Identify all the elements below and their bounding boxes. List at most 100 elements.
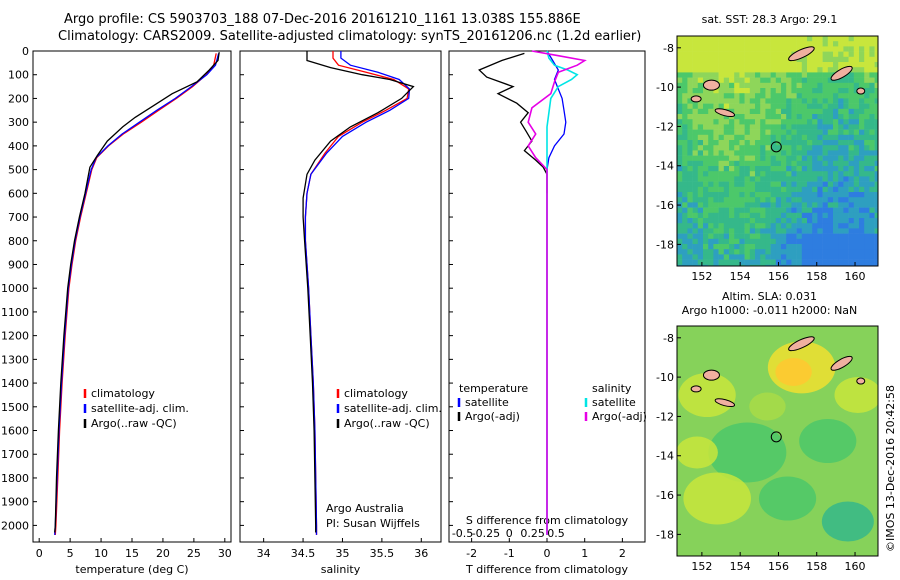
sst-cell bbox=[796, 93, 803, 99]
sst-cell bbox=[874, 124, 878, 130]
sst-cell bbox=[734, 36, 740, 42]
sst-cell bbox=[749, 202, 756, 208]
sst-cell bbox=[713, 233, 719, 240]
sst-cell bbox=[817, 82, 823, 89]
sst-cell bbox=[791, 181, 797, 188]
sst-cell bbox=[812, 46, 818, 52]
sst-cell bbox=[833, 134, 839, 141]
sst-cell bbox=[718, 212, 725, 219]
salinity-series-satelliteadjclim bbox=[304, 51, 411, 535]
sst-cell bbox=[692, 176, 699, 182]
sst-cell bbox=[807, 207, 813, 214]
sst-cell bbox=[760, 77, 766, 84]
sst-cell bbox=[708, 212, 714, 219]
sst-cell bbox=[744, 62, 751, 68]
sst-cell bbox=[853, 46, 860, 52]
sla_map-ytick-label: -14 bbox=[656, 450, 674, 463]
sst-cell bbox=[682, 51, 688, 58]
sst-cell bbox=[760, 192, 766, 198]
sst-cell bbox=[848, 228, 855, 234]
sst-cell bbox=[697, 82, 704, 89]
map-island bbox=[702, 79, 720, 91]
sst-cell bbox=[848, 114, 855, 120]
sst-cell bbox=[718, 238, 725, 245]
sst-cell bbox=[692, 223, 699, 229]
sst-cell bbox=[812, 56, 818, 63]
sst-cell bbox=[703, 218, 709, 224]
sst-cell bbox=[729, 207, 735, 214]
sst-cell bbox=[848, 171, 855, 177]
sst-cell bbox=[827, 212, 834, 219]
sst-cell bbox=[703, 244, 709, 250]
sst-cell bbox=[853, 197, 860, 203]
sst-cell bbox=[708, 93, 714, 99]
sst-cell bbox=[692, 140, 699, 146]
sst-cell bbox=[718, 119, 725, 125]
sst-cell bbox=[682, 140, 688, 146]
sst-cell bbox=[744, 244, 751, 250]
sst-cell bbox=[739, 171, 745, 177]
sst-cell bbox=[755, 98, 761, 104]
sst-cell bbox=[770, 171, 777, 177]
sst-cell bbox=[874, 108, 878, 115]
sst-cell bbox=[781, 145, 787, 151]
salinity-annotation: Argo Australia bbox=[326, 502, 404, 515]
sst-cell bbox=[864, 186, 870, 193]
sst-cell bbox=[848, 197, 855, 203]
sst-cell bbox=[687, 160, 693, 167]
sst-cell bbox=[765, 233, 771, 240]
sst-cell bbox=[807, 212, 813, 219]
sst-cell bbox=[744, 238, 751, 245]
sst-cell bbox=[817, 51, 823, 58]
sla_map-xtick-label: 156 bbox=[768, 560, 789, 573]
sst-cell bbox=[775, 207, 782, 214]
sst-cell bbox=[703, 207, 709, 214]
sst-cell bbox=[687, 181, 693, 188]
sst-cell bbox=[749, 103, 756, 110]
sst-cell bbox=[734, 46, 740, 52]
sst-cell bbox=[744, 98, 751, 104]
sst-cell bbox=[853, 77, 860, 84]
sst-cell bbox=[801, 259, 808, 266]
sst-cell bbox=[812, 108, 818, 115]
sst-cell bbox=[775, 124, 782, 130]
sst-cell bbox=[859, 197, 865, 203]
sst-cell bbox=[801, 228, 808, 234]
sst-cell bbox=[838, 218, 844, 224]
sst-cell bbox=[812, 124, 818, 130]
sst-cell bbox=[739, 264, 745, 266]
sst-cell bbox=[775, 77, 782, 84]
sst-cell bbox=[864, 145, 870, 151]
sst-cell bbox=[796, 166, 803, 172]
sst-cell bbox=[786, 77, 792, 84]
sst-cell bbox=[744, 145, 751, 151]
sst-cell bbox=[770, 254, 777, 260]
sst-cell bbox=[817, 244, 823, 250]
sst-cell bbox=[697, 77, 704, 84]
sst_map-ytick-label: -10 bbox=[656, 81, 674, 94]
sst-cell bbox=[801, 93, 808, 99]
sst-cell bbox=[848, 124, 855, 130]
sst-cell bbox=[703, 228, 709, 234]
sst-cell bbox=[822, 249, 829, 255]
sst-cell bbox=[775, 67, 782, 73]
sst-cell bbox=[708, 202, 714, 208]
sst-cell bbox=[760, 264, 766, 266]
sst-cell bbox=[770, 264, 777, 266]
sst-cell bbox=[718, 186, 725, 193]
sst-cell bbox=[822, 150, 829, 156]
sst-cell bbox=[739, 41, 745, 47]
sst-cell bbox=[687, 228, 693, 234]
sst-cell bbox=[739, 124, 745, 130]
sst-cell bbox=[864, 218, 870, 224]
sst-cell bbox=[744, 254, 751, 260]
sst-cell bbox=[687, 108, 693, 115]
sst-cell bbox=[687, 192, 693, 198]
sst-cell bbox=[703, 160, 709, 167]
sst-cell bbox=[874, 197, 878, 203]
sst-cell bbox=[801, 134, 808, 141]
sst-cell bbox=[775, 160, 782, 167]
sst-cell bbox=[796, 124, 803, 130]
sst-cell bbox=[838, 56, 844, 63]
sst-cell bbox=[807, 155, 813, 162]
